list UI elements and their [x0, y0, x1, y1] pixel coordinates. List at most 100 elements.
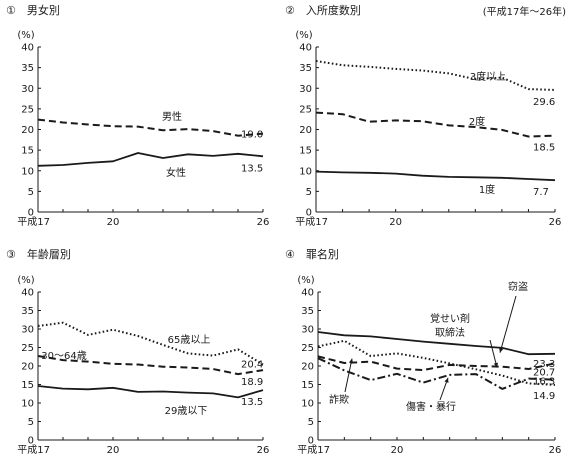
end-value-label: 18.5 [533, 143, 555, 154]
y-tick-label: 20 [301, 362, 314, 373]
series-name-label: 傷害・暴行 [406, 400, 456, 413]
y-axis-unit: (%) [17, 275, 34, 286]
y-tick-label: 0 [306, 208, 312, 219]
series-name-label: 窃盗 [508, 280, 528, 293]
x-tick-label: 26 [257, 217, 270, 228]
y-tick-label: 10 [21, 166, 34, 177]
y-tick-label: 30 [21, 84, 34, 95]
y-axis-unit: (%) [295, 30, 312, 41]
series-name-label: 2度 [469, 115, 485, 128]
series-line [315, 111, 556, 138]
series-line [37, 152, 264, 167]
y-tick-label: 25 [21, 104, 34, 115]
y-axis-unit: (%) [17, 30, 34, 41]
series-name-label: 女性 [166, 166, 186, 179]
x-tick-label: 20 [107, 445, 120, 456]
y-tick-label: 10 [21, 399, 34, 410]
y-tick-label: 25 [301, 343, 314, 354]
x-tick-label: 20 [389, 217, 402, 228]
y-tick-label: 5 [28, 417, 34, 428]
leader-line [344, 358, 353, 393]
series-line [37, 118, 264, 137]
y-tick-label: 20 [21, 362, 34, 373]
y-tick-label: 5 [306, 187, 312, 198]
end-value-label: 13.5 [241, 397, 263, 408]
series-line [317, 331, 556, 356]
series-name-label: 取締法 [435, 326, 465, 339]
leader-arrowhead [444, 377, 449, 383]
end-value-label: 20.7 [533, 367, 555, 378]
y-tick-label: 5 [28, 187, 34, 198]
series-name-label: 詐欺 [329, 393, 349, 406]
series-name-label: 1度 [479, 183, 495, 196]
leader-line [499, 295, 517, 353]
end-value-label: 18.9 [241, 377, 263, 388]
series-line [37, 385, 264, 399]
series-name-label: 男性 [162, 110, 182, 123]
end-value-label: 23.3 [533, 359, 555, 370]
x-tick-label: 平成17 [295, 216, 328, 228]
end-value-label: 29.6 [533, 97, 555, 108]
x-tick-label: 平成17 [17, 444, 50, 456]
y-tick-label: 30 [21, 325, 34, 336]
chart-title: ① 男女別 [6, 3, 60, 17]
y-axis-unit: (%) [297, 275, 314, 286]
x-tick-label: 平成17 [17, 216, 50, 228]
x-tick-label: 20 [107, 217, 120, 228]
y-tick-label: 0 [308, 436, 314, 447]
leader-arrowhead [493, 362, 498, 368]
chart-title: ② 入所度数別 [285, 3, 361, 17]
y-tick-label: 40 [21, 43, 34, 54]
end-value-label: 7.7 [533, 187, 549, 198]
series-name-label: 29歳以下 [165, 405, 208, 417]
x-tick-label: 平成17 [297, 444, 330, 456]
series-name-label: 65歳以上 [168, 334, 211, 346]
end-value-label: 19.0 [241, 130, 263, 141]
y-tick-label: 35 [301, 306, 314, 317]
series-line [37, 355, 264, 376]
chart-title: ③ 年齢層別 [6, 247, 71, 261]
chart-admissions: ② 入所度数別 0 5 10 15 20 25 30 35 40 (%) 平成17 20 26 29.6 3度… [285, 3, 561, 228]
y-tick-label: 40 [21, 288, 34, 299]
series-name-label: 3度以上 [470, 70, 506, 83]
x-tick-label: 26 [549, 217, 562, 228]
y-tick-label: 15 [21, 146, 34, 157]
y-tick-label: 5 [308, 417, 314, 428]
end-value-label: 13.5 [241, 163, 263, 174]
leader-line [489, 339, 498, 368]
y-tick-label: 30 [301, 325, 314, 336]
leader-arrowhead [348, 358, 354, 364]
y-tick-label: 40 [301, 288, 314, 299]
series-line [315, 170, 556, 182]
y-tick-label: 25 [299, 104, 312, 115]
x-tick-label: 26 [257, 445, 270, 456]
y-tick-label: 10 [299, 166, 312, 177]
y-tick-label: 35 [299, 63, 312, 74]
x-tick-label: 20 [391, 445, 404, 456]
y-tick-label: 20 [299, 125, 312, 136]
end-value-label: 14.9 [533, 391, 555, 402]
x-tick-label: 26 [549, 445, 562, 456]
y-tick-label: 35 [21, 63, 34, 74]
chart-offense: ④ 罪名別 0 5 10 15 20 25 30 35 40 (%) 平成17 20 26 23.3 窃盗 20… [285, 247, 561, 456]
period-note: (平成17年～26年) [482, 7, 566, 18]
y-tick-label: 20 [21, 125, 34, 136]
y-tick-label: 35 [21, 306, 34, 317]
y-tick-label: 15 [299, 146, 312, 157]
chart-age: ③ 年齢層別 0 5 10 15 20 25 30 35 40 (%) 平成17 20 26 20.4 65歳… [6, 247, 269, 456]
y-tick-label: 25 [21, 343, 34, 354]
series-name-label: 30～64歳 [41, 350, 86, 362]
chart-gender: ① 男女別 0 5 10 15 20 25 30 35 40 (%) 平成17 20 26 19.0 男性 13… [6, 3, 269, 228]
series-line [315, 60, 556, 91]
y-tick-label: 15 [301, 380, 314, 391]
leader-arrowhead [499, 347, 504, 353]
y-tick-label: 30 [299, 84, 312, 95]
y-tick-label: 0 [28, 436, 34, 447]
series-line [317, 339, 556, 386]
series-line [317, 355, 556, 372]
end-value-label: 16.3 [533, 377, 555, 388]
y-tick-label: 10 [301, 399, 314, 410]
y-tick-label: 40 [299, 43, 312, 54]
